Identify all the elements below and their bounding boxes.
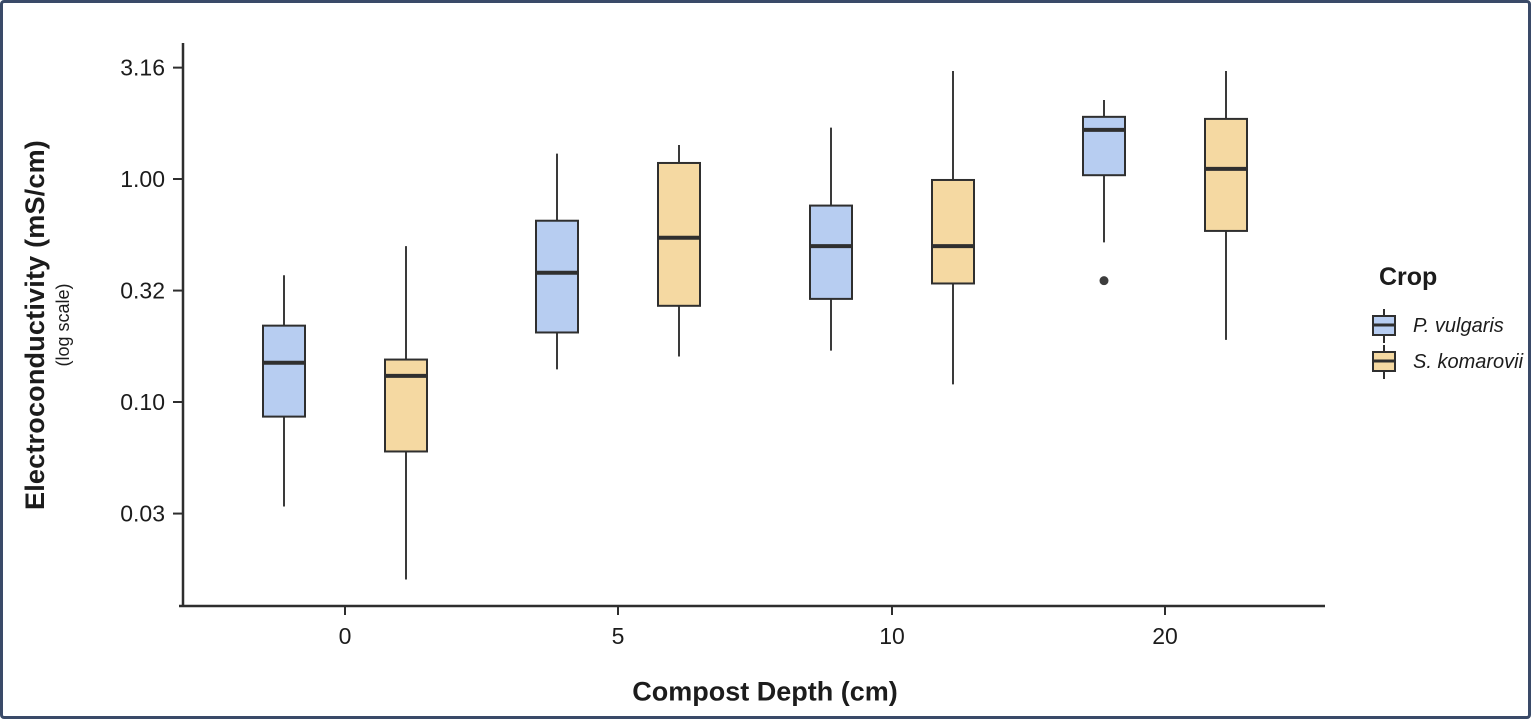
x-tick-label: 0 [339,623,352,649]
boxplot-box [262,324,306,418]
y-axis-subtitle: (log scale) [53,283,73,367]
legend-label: S. komarovii [1413,350,1524,373]
boxplot-box [384,358,428,453]
legend: Crop P. vulgaris S. komarovii [1369,263,1523,380]
y-tick-label: 0.32 [120,278,165,304]
x-tick-label: 5 [612,623,625,649]
x-axis-title: Compost Depth (cm) [632,676,898,707]
y-tick-label: 1.00 [120,166,165,192]
boxplot-key-icon [1372,345,1396,379]
x-tick-label: 20 [1152,623,1178,649]
boxplot-key-icon [1372,309,1396,343]
boxplot-chart: 3.16 1.00 0.32 0.10 0.03 0 5 10 20 [120,43,1325,649]
y-axis-title: Electroconductivity (mS/cm) [20,140,50,510]
boxplot-box [1204,117,1248,232]
legend-item-p-vulgaris: P. vulgaris [1369,308,1523,344]
legend-label: P. vulgaris [1413,314,1504,337]
y-tick-label: 3.16 [120,55,165,81]
x-tick-label: 10 [879,623,905,649]
boxplot-box [657,161,701,307]
boxplot-box [535,219,579,334]
legend-title: Crop [1379,263,1438,291]
y-axis-title-group: Electroconductivity (mS/cm) (log scale) [20,140,74,510]
y-tick-label: 0.10 [120,389,165,415]
boxplot-box [1082,115,1126,177]
boxplot-box [809,204,853,300]
y-tick-label: 0.03 [120,501,165,527]
boxplot-box [931,178,975,285]
legend-item-s-komarovii: S. komarovii [1369,344,1523,380]
outlier-point [1099,276,1109,286]
